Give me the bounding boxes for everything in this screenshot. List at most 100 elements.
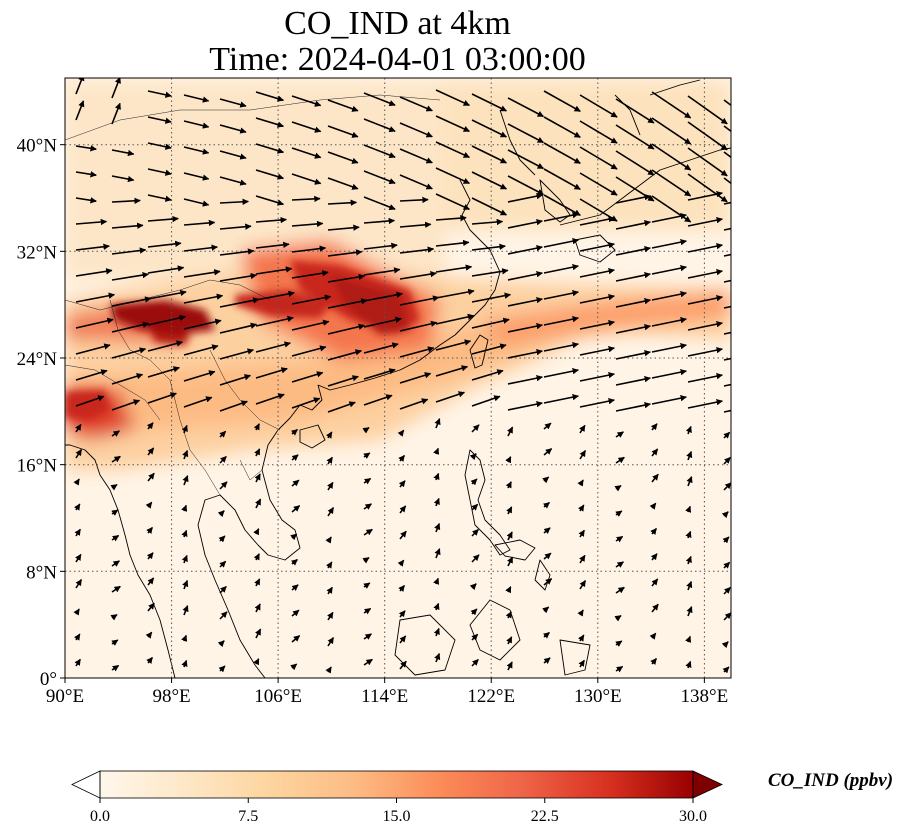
wind-arrow bbox=[723, 586, 731, 595]
wind-arrow bbox=[253, 423, 260, 431]
wind-arrow bbox=[651, 317, 687, 327]
wind-arrow bbox=[111, 175, 135, 183]
y-tick-label: 40°N bbox=[17, 136, 58, 157]
wind-arrow bbox=[291, 245, 327, 253]
wind-arrow bbox=[363, 92, 396, 107]
wind-arrow bbox=[75, 423, 82, 433]
wind-arrow bbox=[74, 528, 81, 537]
wind-arrow bbox=[219, 198, 249, 206]
wind-arrow bbox=[435, 391, 466, 403]
wind-arrow bbox=[399, 505, 407, 514]
wind-arrow bbox=[181, 529, 188, 538]
wind-arrow bbox=[147, 340, 184, 352]
colorbar-min-extension bbox=[71, 770, 101, 799]
wind-arrow bbox=[290, 428, 298, 436]
wind-arrow bbox=[543, 238, 579, 248]
wind-arrow bbox=[723, 253, 731, 257]
wind-arrow bbox=[363, 607, 372, 615]
wind-arrow bbox=[363, 196, 396, 211]
wind-arrow bbox=[217, 640, 225, 648]
wind-arrow bbox=[111, 78, 121, 99]
wind-arrow bbox=[651, 395, 687, 405]
wind-arrow bbox=[255, 628, 262, 639]
wind-arrow bbox=[435, 167, 470, 185]
wind-arrow bbox=[615, 350, 651, 360]
wind-arrow bbox=[73, 503, 81, 511]
wind-arrow bbox=[471, 292, 512, 303]
wind-arrow bbox=[614, 614, 622, 622]
y-tick-label: 16°N bbox=[17, 456, 58, 477]
wind-arrow bbox=[615, 272, 651, 282]
wind-arrow bbox=[218, 535, 226, 543]
wind-arrow bbox=[219, 348, 255, 360]
wind-arrow bbox=[75, 100, 85, 121]
wind-arrow bbox=[363, 582, 371, 589]
wind-arrow bbox=[507, 149, 544, 170]
wind-arrow bbox=[685, 425, 692, 435]
wind-arrow bbox=[615, 586, 625, 594]
wind-arrow bbox=[291, 397, 321, 409]
wind-arrow bbox=[290, 533, 298, 541]
wind-arrow bbox=[110, 483, 118, 491]
wind-arrow bbox=[183, 396, 213, 408]
wind-arrow bbox=[255, 266, 293, 275]
wind-arrow bbox=[219, 374, 252, 386]
wind-arrow bbox=[579, 216, 615, 226]
wind-arrow bbox=[219, 297, 260, 308]
wind-arrow bbox=[543, 552, 552, 560]
wind-arrow bbox=[147, 142, 172, 150]
wind-arrow bbox=[471, 119, 507, 138]
wind-arrow bbox=[651, 369, 687, 379]
wind-arrow bbox=[471, 197, 507, 216]
wind-arrow bbox=[146, 527, 154, 534]
wind-arrow bbox=[543, 447, 553, 456]
wind-arrow bbox=[325, 666, 332, 674]
wind-arrow bbox=[470, 478, 478, 486]
wind-arrow bbox=[327, 249, 363, 257]
wind-arrow bbox=[75, 343, 111, 355]
wind-arrow bbox=[399, 270, 437, 280]
x-tick-label: 98°E bbox=[152, 686, 190, 707]
wind-arrow bbox=[686, 476, 693, 487]
wind-arrow bbox=[507, 219, 543, 229]
wind-arrow bbox=[75, 317, 114, 329]
wind-arrow bbox=[435, 141, 470, 159]
wind-arrow bbox=[254, 578, 261, 587]
wind-arrow bbox=[363, 528, 373, 536]
wind-arrow bbox=[111, 639, 119, 646]
wind-arrow bbox=[505, 481, 512, 489]
wind-arrow bbox=[183, 269, 221, 278]
wind-arrow bbox=[579, 94, 618, 118]
wind-arrow bbox=[399, 346, 435, 358]
wind-arrow bbox=[433, 577, 440, 585]
wind-arrow bbox=[723, 561, 731, 569]
wind-arrow bbox=[579, 320, 615, 330]
wind-arrow bbox=[291, 371, 324, 383]
wind-arrow bbox=[615, 324, 651, 334]
wind-arrow bbox=[399, 148, 433, 164]
wind-arrow bbox=[651, 603, 659, 613]
wind-arrow bbox=[723, 612, 731, 621]
colorbar-tick-label: 22.5 bbox=[531, 808, 559, 825]
wind-arrow bbox=[255, 341, 291, 353]
wind-arrow bbox=[363, 291, 403, 302]
wind-arrow bbox=[543, 422, 552, 430]
wind-arrow bbox=[471, 424, 480, 433]
wind-arrow bbox=[111, 347, 147, 359]
wind-arrow bbox=[183, 172, 210, 181]
wind-arrow bbox=[433, 497, 440, 507]
wind-arrow bbox=[615, 246, 651, 256]
wind-arrow bbox=[362, 426, 370, 434]
wind-arrow bbox=[543, 657, 551, 664]
wind-arrow bbox=[183, 244, 218, 252]
wind-arrow bbox=[543, 264, 579, 274]
wind-arrow bbox=[723, 383, 731, 387]
wind-arrow bbox=[398, 455, 406, 462]
wind-arrow bbox=[471, 243, 506, 251]
wind-arrow bbox=[219, 272, 258, 282]
wind-arrow bbox=[75, 145, 97, 152]
wind-arrow bbox=[291, 220, 324, 228]
wind-arrow bbox=[577, 479, 584, 487]
wind-arrow bbox=[685, 635, 692, 643]
